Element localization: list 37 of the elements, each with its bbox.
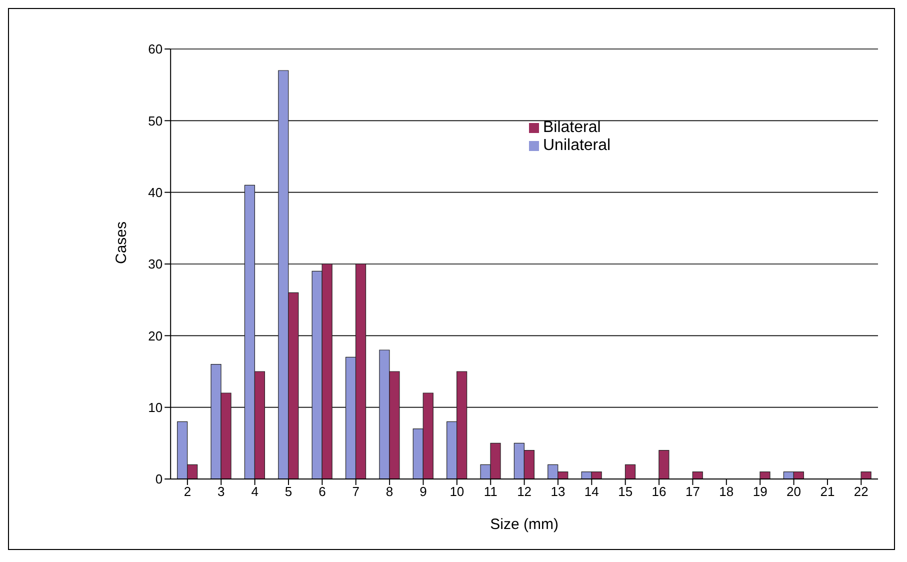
y-tick-label: 10 [148,400,163,415]
bar [692,472,703,479]
y-axis-title: Cases [112,221,130,264]
x-tick-label: 10 [450,484,464,500]
bar [860,472,872,479]
x-tick-label: 7 [352,484,360,500]
x-tick-label: 8 [386,484,394,500]
x-tick-label: 16 [652,484,666,500]
x-tick-label: 20 [786,484,802,500]
x-tick-label: 12 [517,484,532,500]
x-axis-title: Size (mm) [490,516,558,533]
legend-label: Bilateral [543,119,601,136]
x-tick-label: 22 [854,484,868,500]
x-tick-label: 18 [719,484,734,500]
x-tick-label: 15 [618,484,633,500]
x-tick-label: 9 [420,484,427,500]
y-tick-label: 50 [148,113,163,128]
x-tick-label: 4 [251,484,258,500]
x-tick-label: 2 [184,484,192,500]
y-tick-label: 20 [148,328,163,344]
x-tick-label: 13 [550,484,566,500]
y-tick-label: 30 [148,256,163,272]
x-tick-label: 6 [318,484,326,500]
legend-label: Unilateral [543,137,611,154]
x-tick-label: 19 [752,484,768,500]
bar [658,450,670,479]
x-tick-label: 17 [685,484,700,500]
x-tick-label: 3 [218,484,225,500]
y-tick-label: 40 [148,184,163,200]
y-tick-label: 60 [148,42,163,57]
y-tick-label: 0 [155,472,163,487]
x-tick-label: 11 [484,484,498,500]
x-tick-label: 21 [820,484,835,500]
bar [624,464,636,479]
x-tick-label: 5 [284,484,292,500]
x-tick-label: 14 [584,484,599,500]
bar [760,472,770,479]
